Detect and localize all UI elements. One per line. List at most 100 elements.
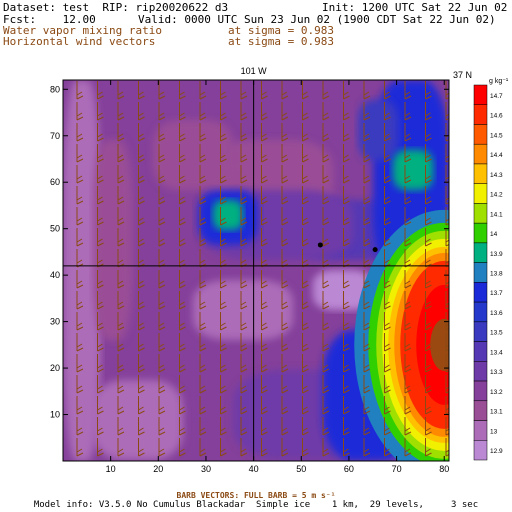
barb-flag [302,322,308,327]
wind-barb [343,354,350,373]
barb-flag [363,221,371,226]
barb-flag [220,427,226,432]
wind-barb [97,417,104,436]
barb-flag [97,343,103,348]
wind-barb [404,186,412,205]
barb-flag [117,427,124,432]
wind-barb [322,396,330,415]
wind-barb [281,333,289,352]
barb-flag [76,221,84,226]
barb-flag [363,431,371,436]
barb-flag [117,280,124,285]
barb-flag [117,301,124,306]
wind-barb [322,270,330,289]
barb-vectors-note: BARB VECTORS: FULL BARB = 5 m s⁻¹ [176,491,336,500]
colorbar-label: 14.7 [490,93,503,100]
barb-flag [281,322,288,327]
barb-flag [425,326,432,331]
barb-flag [138,305,145,310]
wind-barb [343,123,350,142]
barb-flag [179,368,186,373]
wind-barb [240,333,248,352]
wind-barb [425,207,432,226]
barb-flag [404,91,411,96]
barb-flag [404,133,411,138]
wind-barb [240,291,248,310]
barb-flag [240,179,248,184]
wind-barb [302,186,309,205]
wind-barb [261,207,268,226]
barb-flag [158,217,165,222]
wind-barb [138,228,145,247]
barb-flag [384,259,390,264]
barb-flag [384,368,391,373]
wind-barb [363,144,371,163]
barb-flag [302,242,309,247]
barb-flag [425,322,431,327]
barb-flag [384,305,391,310]
colorbar-swatch [473,282,488,303]
wind-barb [384,81,391,100]
wind-barb [179,396,186,415]
wind-barb [404,228,412,247]
wind-barb [404,375,412,394]
barb-flag [261,368,268,373]
barb-flag [138,280,144,285]
wind-barb [117,81,125,100]
barb-flag [220,343,226,348]
colorbar-swatch [473,262,488,283]
barb-flag [343,112,349,117]
wind-barb [404,165,412,184]
wind-barb [404,81,412,100]
barb-flag [302,200,309,205]
barb-flag [179,133,185,138]
barb-flag [220,322,226,327]
barb-flag [261,259,267,264]
wind-barb [138,144,145,163]
wind-barb [281,102,289,121]
barb-flag [404,221,412,226]
barb-flag [343,301,349,306]
wind-barb [384,291,391,310]
barb-flag [158,238,165,243]
wind-barb [76,186,84,205]
barb-flag [138,385,144,390]
wind-barb [322,438,330,457]
init-time-label: Init: 1200 UTC Sat 22 Jun 02 [322,1,508,14]
barb-flag [97,410,104,415]
barb-flag [302,179,309,184]
barb-flag [158,343,165,348]
wind-barb [281,438,289,457]
barb-flag [76,431,84,436]
wind-barb [404,123,412,142]
barb-flag [179,406,185,411]
barb-flag [322,448,329,453]
wind-barb [199,102,207,121]
barb-flag [302,364,308,369]
barb-flag [404,116,412,121]
wind-barb [179,270,186,289]
barb-flag [445,117,449,121]
barb-flag [240,343,247,348]
barb-flag [261,158,268,163]
barb-flag [179,448,185,453]
colorbar-swatch [473,321,488,342]
barb-flag [240,385,247,390]
barb-flag [343,406,349,411]
wind-barb [425,333,432,352]
barb-flag [117,95,125,100]
wind-barb [117,375,125,394]
barb-flag [384,322,390,327]
colorbar-swatch [473,222,488,244]
wind-barb [220,291,227,310]
wind-barb [158,312,166,331]
barb-flag [199,301,206,306]
valid-time-label: Valid: 0000 UTC Sun 23 Jun 02 (1900 CDT … [138,13,496,26]
wind-barb [76,375,84,394]
barb-flag [97,280,103,285]
wind-barb [261,438,268,457]
wind-barb [261,333,268,352]
y-tick-label: 50 [50,224,60,234]
field-patch [153,120,233,190]
barb-flag [179,91,185,96]
